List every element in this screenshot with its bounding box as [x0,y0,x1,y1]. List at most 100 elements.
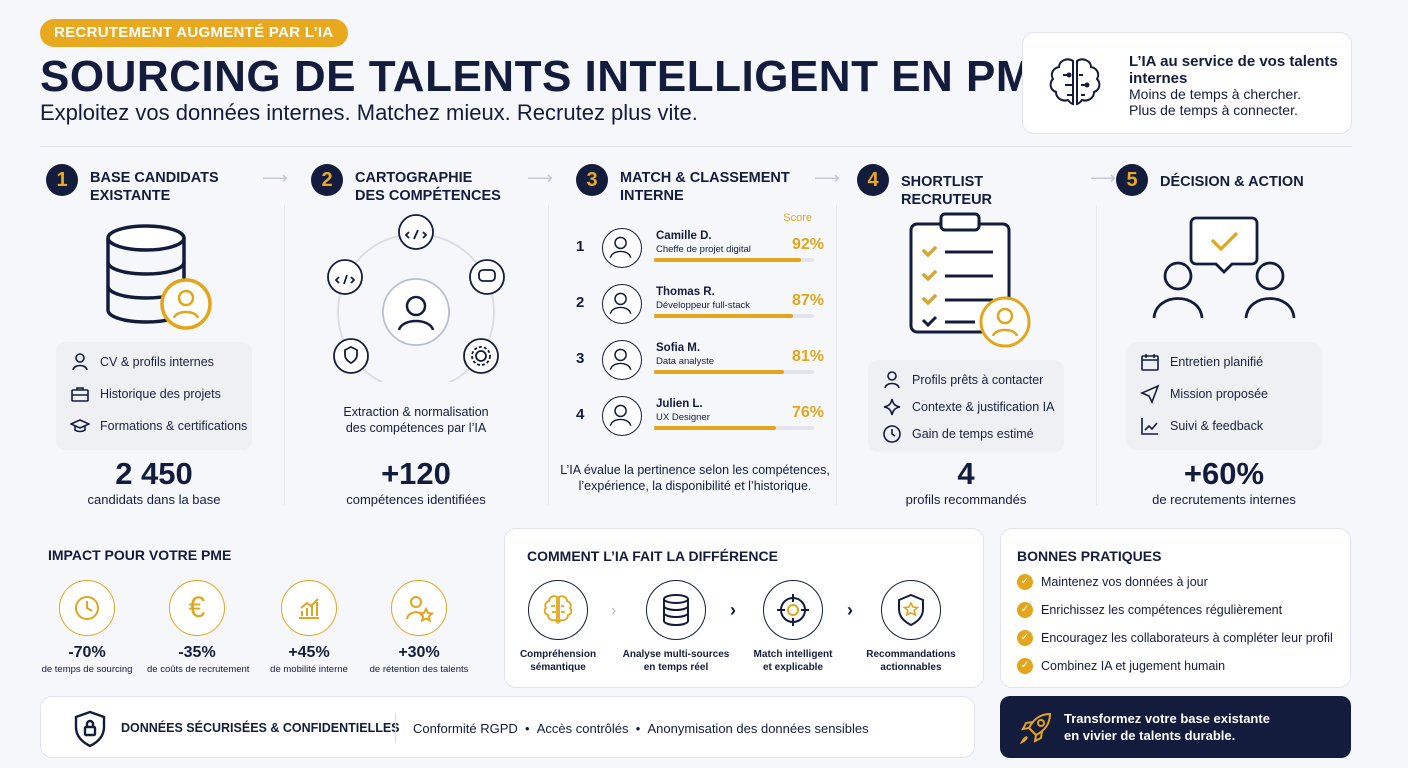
ai-card-title: L’IA au service de vos talents internes [1129,53,1338,87]
brain-icon [543,595,573,625]
source-list: CV & profils internes Historique des pro… [56,342,252,450]
score-bar-fill [654,370,784,374]
graduation-cap-icon [70,419,90,433]
team-decision-icon [1152,216,1296,319]
stat-value: 4 [957,456,975,491]
list-item: Suivi & feedback [1140,416,1263,436]
clock-icon [75,596,99,620]
step-number: 1 [46,164,78,196]
candidate-score: 81% [791,348,824,365]
list-item: Entretien planifié [1140,352,1263,372]
stat-value: 2 450 [115,456,193,491]
divider [548,205,549,505]
briefcase-icon [71,387,89,402]
impact-title: IMPACT POUR VOTRE PME [48,547,232,563]
step-number: 3 [576,164,608,196]
rank-number: 2 [576,294,585,311]
shortlist-features: Profils prêts à contacter Contexte & jus… [868,360,1064,452]
stat-value: +120 [381,456,451,491]
stat-value: +60% [1183,456,1265,491]
list-item: Formations & certifications [70,416,247,436]
list-item: Mission proposée [1140,384,1268,404]
cta-text: Transformez votre base existante en vivie… [1064,711,1270,743]
candidate-name: Sofia M. [656,342,701,354]
avatar [602,284,642,324]
clock-icon [883,425,901,443]
list-item: Profils prêts à contacter [882,370,1043,390]
shield-lock-icon [74,710,106,748]
list-item: Contexte & justification IA [882,397,1054,417]
growth-chart-icon [299,598,319,619]
step-title: DÉCISION & ACTION [1160,174,1304,190]
score-bar [654,258,814,262]
how-item: Recommandations actionnables [856,580,966,674]
list-item: ✓ Maintenez vos données à jour [1017,574,1208,590]
step-4-shortlist: 4 SHORTLIST RECRUTEUR Profils prêts à co… [857,158,1077,518]
score-bar-fill [654,258,802,262]
security-title: DONNÉES SÉCURISÉES & CONFIDENTIELLES [121,721,400,735]
check-icon: ✓ [1017,602,1033,618]
how-title: COMMENT L’IA FAIT LA DIFFÉRENCE [527,548,778,564]
rank-number: 3 [576,350,585,367]
database-icon [663,594,689,627]
candidate-row: 2 Thomas R. Développeur full-stack 87% [576,284,826,336]
candidate-row: 3 Sofia M. Data analyste 81% [576,340,826,392]
impact-item: € -35% de coûts de recrutement [147,580,249,675]
step-1-base-candidats: 1 BASE CANDIDATS EXISTANTE CV & profils i… [46,158,266,518]
divider [836,205,837,505]
step-number: 2 [311,164,343,196]
divider [395,713,396,743]
ranking-list: 1 Camille D. Cheffe de projet digital 92% 2 T… [576,228,826,458]
security-banner: DONNÉES SÉCURISÉES & CONFIDENTIELLES Con… [40,696,975,758]
candidate-name: Thomas R. [656,286,715,298]
candidate-score: 92% [791,236,824,253]
divider [1096,205,1097,505]
score-bar [654,314,814,318]
step-description: L’IA évalue la pertinence selon les comp… [560,463,830,493]
candidate-row: 4 Julien L. UX Designer 76% [576,396,826,448]
euro-icon: € [188,591,206,624]
stat-caption: profils recommandés [905,492,1027,507]
arrow-icon: ⟶ [814,168,840,188]
ai-card-line2: Plus de temps à connecter. [1129,102,1298,118]
score-bar-fill [654,426,776,430]
avatar [602,340,642,380]
candidate-role: Data analyste [656,356,715,367]
divider [284,205,285,505]
target-icon [777,594,809,626]
impact-item: +30% de rétention des talents [369,580,469,675]
score-header: Score [783,212,812,224]
step-number: 5 [1116,164,1148,196]
header-divider [40,146,1352,147]
score-bar [654,370,814,374]
impact-item: -70% de temps de sourcing [37,580,137,675]
candidate-name: Camille D. [656,230,712,242]
list-item: ✓ Enrichissez les compétences régulièreme… [1017,602,1282,618]
rocket-icon [1019,712,1052,745]
arrow-icon: ⟶ [527,168,553,188]
rank-number: 1 [576,238,585,255]
rank-number: 4 [576,406,585,423]
skills-network-icon [327,214,505,382]
shield-star-icon [898,593,924,627]
step-title: CARTOGRAPHIE DES COMPÉTENCES [355,170,501,204]
check-icon: ✓ [1017,574,1033,590]
how-item: Compréhension sémantique [503,580,613,674]
person-icon [72,353,88,371]
security-items: Conformité RGPD • Accès contrôlés • Anon… [413,721,869,736]
candidate-role: UX Designer [656,412,710,423]
step-3-match: 3 MATCH & CLASSEMENT INTERNE Score 1 Camil… [560,158,830,518]
stat-caption: compétences identifiées [346,492,486,507]
impact-panel: IMPACT POUR VOTRE PME [26,530,502,688]
step-5-decision: 5 DÉCISION & ACTION Entretien planifié M… [1116,158,1336,518]
action-list: Entretien planifié Mission proposée Suiv… [1126,342,1322,450]
impact-item: +45% de mobilité interne [259,580,359,675]
candidate-row: 1 Camille D. Cheffe de projet digital 92% [576,228,826,280]
chevron-right-icon: › [847,600,853,620]
how-item: Match intelligent et explicable [738,580,848,674]
list-item: ✓ Encouragez les collaborateurs à complét… [1017,630,1333,646]
list-item: CV & profils internes [70,352,214,372]
score-bar [654,426,814,430]
step-description: Extraction & normalisation des compétence… [343,405,489,435]
send-icon [1140,384,1160,404]
